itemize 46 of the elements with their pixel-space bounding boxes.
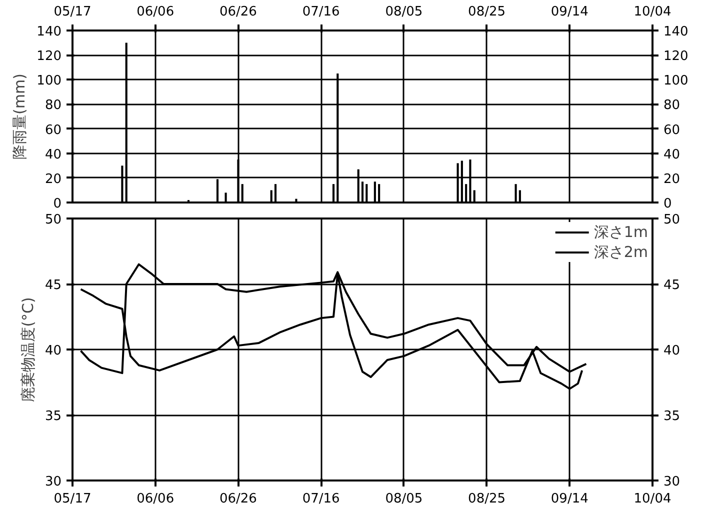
y2-tick-label: 40 xyxy=(664,344,680,358)
y-tick-label: 45 xyxy=(44,278,62,293)
legend-label: 深さ1m xyxy=(594,222,648,242)
x-tick-label: 08/05 xyxy=(385,492,423,506)
y-tick-label: 30 xyxy=(44,474,62,490)
y2-tick-label: 40 xyxy=(664,147,680,162)
y2-tick-label: 120 xyxy=(664,49,688,64)
x-tick-label: 10/04 xyxy=(634,492,672,506)
x-tick-label: 06/26 xyxy=(219,4,257,20)
y2-tick-label: 0 xyxy=(664,196,672,212)
y-tick-label: 60 xyxy=(44,122,62,138)
y2-tick-label: 20 xyxy=(664,172,680,187)
y-tick-label: 40 xyxy=(44,344,62,358)
y2-tick-label: 30 xyxy=(664,474,680,490)
y2-tick-label: 60 xyxy=(664,122,680,138)
x-tick-label: 05/17 xyxy=(54,4,92,20)
x-tick-label: 06/26 xyxy=(219,492,257,506)
x-tick-label: 07/16 xyxy=(302,4,340,20)
x-tick-label: 09/14 xyxy=(550,4,588,20)
y-tick-label: 100 xyxy=(36,74,62,89)
x-tick-label: 09/14 xyxy=(550,492,588,506)
y-tick-label: 20 xyxy=(44,172,62,187)
y2-tick-label: 140 xyxy=(664,24,688,40)
y2-tick-label: 45 xyxy=(664,278,680,293)
x-tick-label: 06/06 xyxy=(136,4,174,20)
x-tick-label: 08/05 xyxy=(385,4,423,20)
x-tick-label: 10/04 xyxy=(634,4,672,20)
y-tick-label: 50 xyxy=(44,212,62,228)
y-tick-label: 140 xyxy=(36,24,62,40)
x-tick-label: 06/06 xyxy=(136,492,174,506)
y-tick-label: 35 xyxy=(44,409,62,424)
y-tick-label: 0 xyxy=(53,196,62,212)
x-tick-label: 08/25 xyxy=(468,492,506,506)
y-axis-title: 廃棄物温度(°C) xyxy=(18,297,37,402)
y-tick-label: 80 xyxy=(44,98,62,114)
y-tick-label: 40 xyxy=(44,147,62,162)
y2-tick-label: 35 xyxy=(664,409,680,424)
x-tick-label: 07/16 xyxy=(302,492,340,506)
y-tick-label: 120 xyxy=(36,49,62,64)
y2-tick-label: 50 xyxy=(664,212,680,228)
legend-label: 深さ2m xyxy=(594,242,648,262)
y-axis-title: 降雨量(mm) xyxy=(10,74,29,160)
x-tick-label: 08/25 xyxy=(468,4,506,20)
y2-tick-label: 80 xyxy=(664,98,680,114)
x-tick-label: 05/17 xyxy=(54,492,92,506)
y2-tick-label: 100 xyxy=(664,74,688,89)
